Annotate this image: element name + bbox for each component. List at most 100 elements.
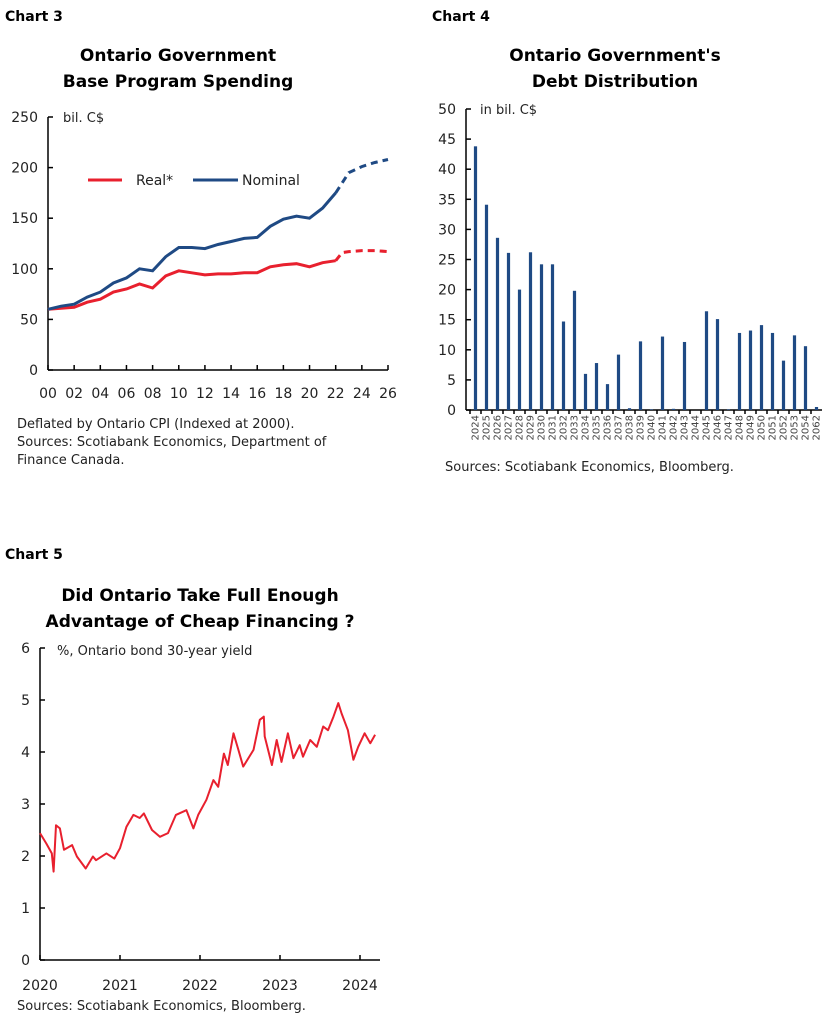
chart-4-y-tick-label: 30 [438, 222, 456, 238]
chart-4-y-tick-label: 0 [447, 403, 456, 419]
chart-3-y-tick-label: 150 [11, 211, 38, 227]
chart-4-bar-2027 [506, 252, 511, 410]
chart-3-y-tick-label: 200 [11, 161, 38, 177]
chart-4-bar-2028 [517, 289, 522, 410]
chart-4-bar-2039 [638, 341, 643, 410]
chart-4-bar-2026 [495, 237, 500, 410]
chart-3-header: Chart 3 [5, 9, 63, 25]
chart-4-bar-2034 [583, 373, 588, 410]
chart-3-y-tick-label: 100 [11, 262, 38, 278]
chart-4-bar-2040 [649, 409, 654, 410]
chart-4-x-tick-label: 2036 [603, 415, 614, 440]
chart-5-x-tick-label: 2024 [342, 978, 378, 994]
chart-4-x-tick-label: 2042 [669, 415, 680, 440]
chart-5-unit-label: %, Ontario bond 30-year yield [57, 644, 252, 659]
chart-3-x-tick-label: 08 [144, 386, 162, 402]
chart-3-series-real-projection-line [334, 249, 389, 262]
chart-4-x-tick-label: 2046 [713, 415, 724, 440]
chart-3-x-tick-label: 18 [274, 386, 292, 402]
chart-4-x-tick-label: 2034 [581, 415, 592, 440]
chart-4-bar-2033 [572, 290, 577, 410]
chart-4-note-1: Sources: Scotiabank Economics, Bloomberg… [445, 460, 734, 475]
chart-4-x-tick-label: 2028 [515, 415, 526, 440]
chart-4-x-tick-label: 2035 [592, 415, 603, 440]
chart-3: Chart 3 Ontario Government Base Program … [5, 9, 397, 468]
chart-4-y-tick-label: 10 [438, 343, 456, 359]
legend-real-label: Real* [136, 173, 173, 189]
chart-5-y-tick-label: 2 [21, 849, 30, 865]
chart-3-y-tick-label: 0 [29, 363, 38, 379]
chart-4-bar-2035 [594, 363, 599, 410]
chart-3-x-tick-label: 14 [222, 386, 240, 402]
chart-3-title-line2: Base Program Spending [63, 72, 294, 92]
chart-4-x-tick-label: 2025 [482, 415, 493, 440]
chart-3-x-tick-label: 06 [118, 386, 136, 402]
chart-4-bar-2042 [671, 408, 676, 410]
chart-5: Chart 5 Did Ontario Take Full Enough Adv… [5, 547, 380, 1014]
chart-4-bar-2053 [792, 335, 797, 410]
chart-4-bar-2032 [561, 321, 566, 410]
chart-4-x-tick-label: 2053 [790, 415, 801, 440]
chart-3-x-tick-label: 22 [327, 386, 345, 402]
chart-4-bar-2045 [704, 311, 709, 410]
chart-4-x-tick-label: 2047 [724, 415, 735, 440]
chart-4-bar-2043 [682, 341, 687, 410]
chart-4-y-tick-label: 45 [438, 132, 456, 148]
chart-5-plot: 0 1 2 3 4 5 6 2020 2021 2022 2023 2024 [21, 641, 380, 994]
chart-4-title-line1: Ontario Government's [509, 46, 721, 66]
chart-4-bar-2054 [803, 346, 808, 410]
chart-4-title-line2: Debt Distribution [532, 72, 698, 92]
chart-4-y-tick-label: 50 [438, 102, 456, 118]
chart-4-bar-2036 [605, 384, 610, 410]
chart-4-x-tick-label: 2054 [801, 415, 812, 440]
chart-5-title-line2: Advantage of Cheap Financing ? [46, 612, 355, 632]
chart-4-x-tick-label: 2040 [647, 415, 658, 440]
chart-4-x-tick-label: 2037 [614, 415, 625, 440]
chart-5-x-tick-label: 2021 [102, 978, 138, 994]
chart-4-bar-2030 [539, 264, 544, 410]
chart-3-y-tick-label: 50 [20, 312, 38, 328]
chart-3-note-3: Finance Canada. [17, 453, 124, 468]
chart-3-y-tick-label: 250 [11, 110, 38, 126]
chart-4-x-tick-label: 2024 [471, 415, 482, 440]
chart-3-x-tick-label: 04 [91, 386, 109, 402]
chart-5-x-tick-label: 2020 [22, 978, 58, 994]
chart-4-y-tick-label: 35 [438, 192, 456, 208]
chart-5-yield-line [39, 702, 376, 873]
chart-5-header: Chart 5 [5, 547, 63, 563]
chart-4-bar-2051 [770, 332, 775, 410]
chart-4-x-tick-label: 2031 [548, 415, 559, 440]
chart-4-x-tick-label: 2048 [735, 415, 746, 440]
chart-4-bar-2029 [528, 252, 533, 410]
chart-5-y-tick-label: 1 [21, 901, 30, 917]
chart-3-series-real-line [47, 259, 336, 311]
chart-4-bar-2047 [726, 409, 731, 410]
chart-4-x-tick-label: 2027 [504, 415, 515, 440]
chart-3-series-nominal-line [47, 191, 337, 311]
chart-3-x-tick-label: 20 [301, 386, 319, 402]
chart-4-bar-2062 [814, 406, 819, 410]
chart-5-y-tick-label: 4 [21, 745, 30, 761]
chart-3-note-2: Sources: Scotiabank Economics, Departmen… [17, 435, 327, 450]
chart-3-title-line1: Ontario Government [80, 46, 276, 66]
chart-4-x-tick-label: 2051 [768, 415, 779, 440]
chart-3-series-nominal-projection-line [334, 158, 389, 194]
chart-4-x-tick-label: 2045 [702, 415, 713, 440]
chart-5-x-tick-label: 2022 [182, 978, 218, 994]
chart-3-x-tick-label: 26 [379, 386, 397, 402]
chart-5-y-tick-label: 5 [21, 693, 30, 709]
chart-4-bar-2038 [627, 408, 632, 410]
chart-5-x-tick-label: 2023 [262, 978, 298, 994]
chart-4-y-tick-label: 5 [447, 373, 456, 389]
chart-3-x-tick-label: 02 [65, 386, 83, 402]
chart-4-x-tick-label: 2032 [559, 415, 570, 440]
chart-3-plot: 0 50 100 150 200 250 00 02 04 06 08 10 12 14 16 18 20 22 2… [11, 110, 397, 402]
chart-4-bar-2048 [737, 332, 742, 410]
chart-5-y-tick-label: 0 [21, 953, 30, 969]
chart-4-bar-2046 [715, 319, 720, 410]
chart-4-bar-2049 [748, 330, 753, 410]
chart-4-y-tick-label: 15 [438, 313, 456, 329]
chart-4-x-tick-label: 2039 [636, 415, 647, 440]
